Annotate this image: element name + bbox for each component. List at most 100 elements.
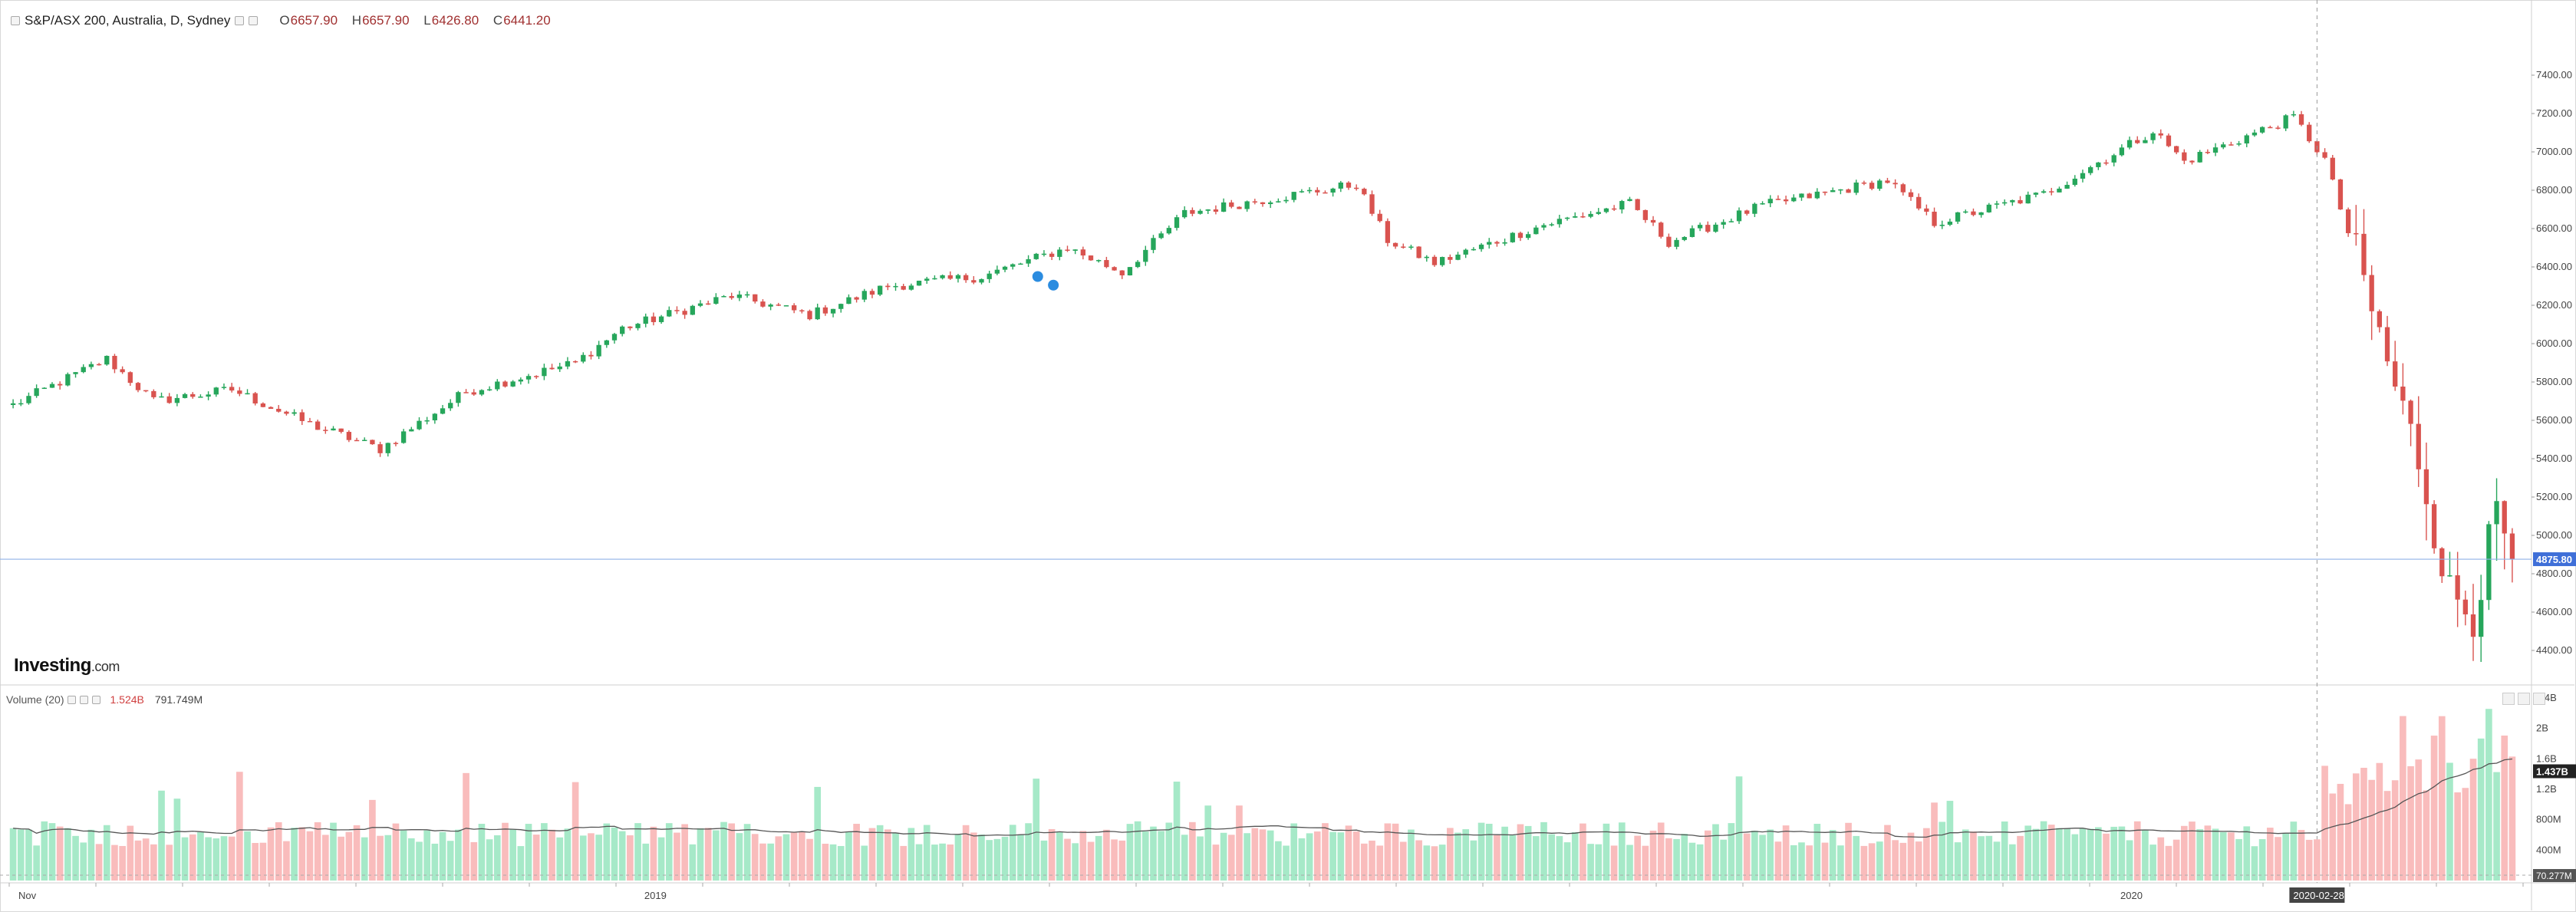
volume-bar[interactable] (1649, 830, 1657, 881)
candle-body[interactable] (370, 440, 375, 445)
candle-body[interactable] (1525, 234, 1531, 239)
candle-body[interactable] (1510, 232, 1515, 242)
candle-body[interactable] (1517, 232, 1524, 239)
volume-bar[interactable] (1189, 821, 1196, 881)
volume-bar[interactable] (2469, 759, 2477, 881)
candle-body[interactable] (463, 392, 469, 393)
volume-bar[interactable] (2282, 832, 2289, 881)
volume-bar[interactable] (2157, 837, 2165, 881)
candle-body[interactable] (2096, 162, 2101, 167)
volume-bar[interactable] (197, 831, 204, 881)
volume-bar[interactable] (423, 830, 430, 881)
candle-body[interactable] (1260, 202, 1266, 205)
candle-body[interactable] (1158, 233, 1164, 239)
candle-body[interactable] (1611, 208, 1617, 210)
volume-bar[interactable] (900, 845, 908, 881)
candle-body[interactable] (1338, 182, 1343, 189)
volume-bar[interactable] (1993, 841, 2001, 881)
volume-bar[interactable] (908, 828, 915, 881)
candle-body[interactable] (1220, 202, 1227, 212)
volume-bar[interactable] (2400, 716, 2406, 881)
volume-bar[interactable] (2501, 735, 2508, 881)
candle-body[interactable] (252, 393, 258, 403)
volume-bar[interactable] (2212, 828, 2219, 881)
volume-bar[interactable] (103, 825, 110, 881)
candle-body[interactable] (2408, 400, 2413, 424)
volume-bar[interactable] (252, 842, 259, 881)
candle-body[interactable] (697, 303, 703, 306)
candle-body[interactable] (1659, 222, 1664, 237)
symbol-title[interactable]: S&P/ASX 200, Australia, D, Sydney (25, 13, 231, 28)
candle-body[interactable] (1908, 192, 1914, 197)
candle-body[interactable] (2221, 144, 2226, 148)
volume-bar[interactable] (228, 836, 236, 881)
candle-body[interactable] (49, 384, 55, 388)
volume-bar[interactable] (532, 835, 540, 881)
volume-bar[interactable] (525, 824, 532, 881)
volume-bar[interactable] (2118, 826, 2126, 881)
volume-bar[interactable] (2110, 826, 2118, 881)
volume-bar[interactable] (2368, 779, 2375, 881)
volume-bar[interactable] (1774, 841, 1782, 881)
candle-body[interactable] (1728, 221, 1734, 222)
volume-bar[interactable] (618, 831, 626, 881)
candle-body[interactable] (588, 354, 594, 357)
candle-body[interactable] (2236, 143, 2242, 145)
volume-bar[interactable] (291, 828, 298, 881)
candle-body[interactable] (299, 412, 305, 421)
volume-bar[interactable] (650, 826, 657, 881)
volume-bar[interactable] (2508, 756, 2516, 881)
volume-bar[interactable] (1322, 823, 1329, 881)
volume-bar[interactable] (2079, 828, 2087, 881)
collapse-toggle-icon[interactable] (11, 16, 20, 25)
candle-body[interactable] (2189, 160, 2195, 163)
volume-bar[interactable] (2415, 759, 2423, 881)
candle-body[interactable] (112, 355, 117, 370)
candle-body[interactable] (323, 430, 328, 431)
volume-bar[interactable] (48, 823, 56, 881)
candle-body[interactable] (456, 392, 461, 403)
candle-body[interactable] (81, 367, 86, 373)
candle-body[interactable] (994, 269, 1000, 274)
candle-body[interactable] (1369, 194, 1375, 214)
candle-body[interactable] (525, 376, 532, 380)
volume-bar[interactable] (931, 845, 938, 881)
candle-body[interactable] (2087, 166, 2093, 173)
candle-body[interactable] (1424, 256, 1429, 258)
volume-bar[interactable] (1111, 839, 1118, 881)
candle-body[interactable] (1010, 264, 1016, 267)
candle-body[interactable] (1846, 189, 1851, 193)
candle-body[interactable] (1392, 242, 1398, 247)
volume-bar[interactable] (1735, 776, 1743, 881)
volume-bar[interactable] (2095, 827, 2102, 881)
volume-bar[interactable] (2024, 825, 2032, 881)
volume-bar[interactable] (64, 828, 71, 881)
volume-bar[interactable] (1915, 841, 1922, 881)
volume-bar[interactable] (1017, 835, 1024, 881)
candle-body[interactable] (1174, 217, 1180, 229)
volume-bar[interactable] (782, 834, 790, 881)
candle-body[interactable] (1354, 187, 1359, 189)
volume-bar[interactable] (556, 837, 564, 881)
candle-body[interactable] (1955, 212, 1961, 222)
candle-body[interactable] (658, 316, 664, 322)
volume-bar[interactable] (1665, 838, 1672, 881)
candle-body[interactable] (2158, 133, 2163, 136)
candle-body[interactable] (1330, 188, 1336, 193)
candle-body[interactable] (1431, 256, 1438, 265)
candle-body[interactable] (1276, 201, 1281, 202)
candle-body[interactable] (292, 412, 297, 414)
candle-body[interactable] (1697, 225, 1703, 229)
volume-bar[interactable] (743, 824, 751, 881)
candle-body[interactable] (1197, 210, 1203, 214)
candle-body[interactable] (854, 297, 859, 300)
candle-body[interactable] (471, 392, 476, 395)
candle-body[interactable] (1978, 212, 1984, 216)
volume-bar[interactable] (1907, 832, 1915, 881)
volume-bar[interactable] (829, 844, 837, 881)
volume-bar[interactable] (1244, 833, 1250, 881)
candle-body[interactable] (1924, 208, 1929, 212)
candle-body[interactable] (88, 364, 94, 367)
volume-bar[interactable] (2258, 838, 2266, 881)
